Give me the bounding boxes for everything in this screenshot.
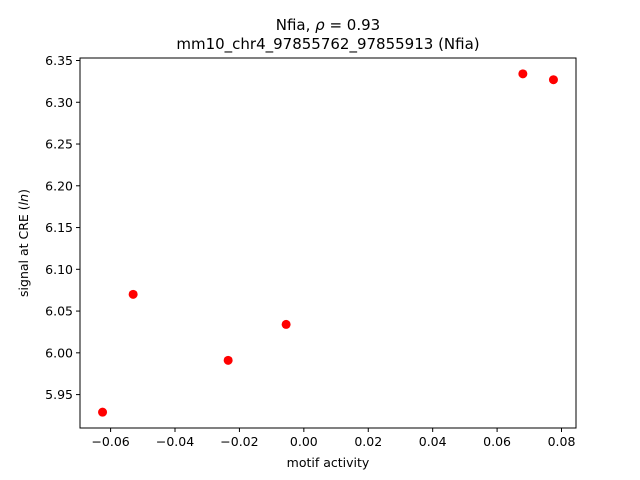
x-tick-label: 0.04 xyxy=(419,434,447,449)
y-tick-label: 6.05 xyxy=(45,304,73,319)
y-tick-label: 5.95 xyxy=(45,387,73,402)
chart-title: Nfia, ρ = 0.93 mm10_chr4_97855762_978559… xyxy=(176,16,479,54)
data-point xyxy=(98,407,108,417)
data-point xyxy=(128,289,138,299)
y-tick-label: 6.00 xyxy=(45,345,73,360)
data-point xyxy=(548,75,558,85)
y-axis-label-suffix: ) xyxy=(16,189,31,194)
data-point xyxy=(223,355,233,365)
y-tick-label: 6.15 xyxy=(45,220,73,235)
y-tick-label: 6.20 xyxy=(45,178,73,193)
chart-title-line-2: mm10_chr4_97855762_97855913 (Nfia) xyxy=(176,35,479,54)
chart-title-line-1: Nfia, ρ = 0.93 xyxy=(276,16,380,34)
x-tick-label: 0.02 xyxy=(354,434,382,449)
y-tick-label: 6.10 xyxy=(45,262,73,277)
data-points xyxy=(98,69,558,417)
x-tick-label: −0.04 xyxy=(156,434,194,449)
x-tick-label: −0.06 xyxy=(91,434,129,449)
x-axis-label: motif activity xyxy=(287,455,370,470)
y-axis-label-prefix: signal at CRE ( xyxy=(16,205,31,297)
data-point xyxy=(518,69,528,79)
y-axis-label-italic: ln xyxy=(16,194,31,205)
x-tick-label: 0.00 xyxy=(290,434,318,449)
y-axis-label: signal at CRE (ln) xyxy=(16,189,31,297)
x-tick-label: 0.06 xyxy=(483,434,511,449)
y-axis-ticks: 5.95 6.00 6.05 6.10 6.15 6.20 6.25 6.30 6.35 xyxy=(45,53,80,402)
y-tick-label: 6.25 xyxy=(45,137,73,152)
y-tick-label: 6.30 xyxy=(45,95,73,110)
x-tick-label: −0.02 xyxy=(220,434,258,449)
x-tick-label: 0.08 xyxy=(548,434,576,449)
title-prefix: Nfia, xyxy=(276,16,315,34)
x-axis-ticks: −0.06 −0.04 −0.02 0.00 0.02 0.04 0.06 0.08 xyxy=(91,428,575,449)
y-tick-label: 6.35 xyxy=(45,53,73,68)
title-rho-symbol: ρ xyxy=(315,16,325,34)
data-point xyxy=(281,319,291,329)
plot-area-frame xyxy=(79,57,577,429)
title-suffix: = 0.93 xyxy=(325,16,381,34)
